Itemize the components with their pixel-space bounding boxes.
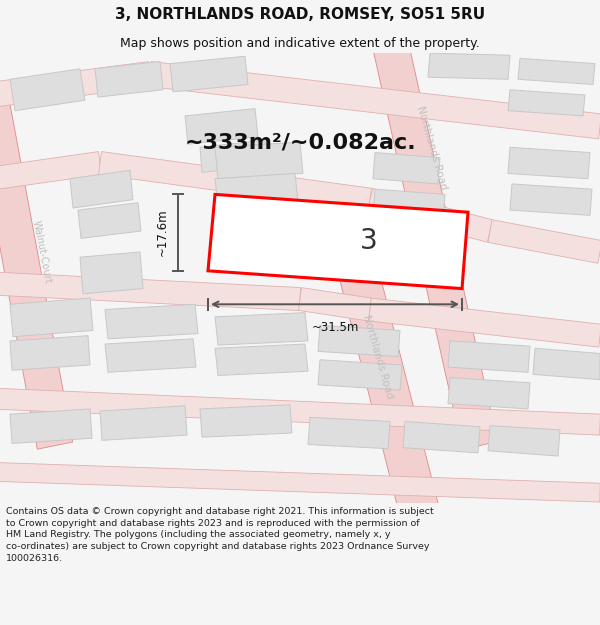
Polygon shape	[0, 152, 101, 190]
Polygon shape	[448, 341, 530, 372]
Polygon shape	[373, 38, 497, 450]
Polygon shape	[185, 109, 258, 144]
Polygon shape	[10, 409, 92, 444]
Polygon shape	[10, 69, 85, 111]
Polygon shape	[533, 348, 600, 379]
Text: Map shows position and indicative extent of the property.: Map shows position and indicative extent…	[120, 37, 480, 50]
Text: Contains OS data © Crown copyright and database right 2021. This information is : Contains OS data © Crown copyright and d…	[6, 507, 434, 563]
Polygon shape	[488, 426, 560, 456]
Polygon shape	[320, 194, 439, 519]
Polygon shape	[373, 189, 445, 221]
Text: Northlands Road: Northlands Road	[415, 104, 449, 191]
Polygon shape	[0, 91, 73, 449]
Polygon shape	[518, 58, 595, 84]
Polygon shape	[100, 406, 187, 441]
Text: Walnut-Court: Walnut-Court	[31, 219, 53, 284]
Polygon shape	[428, 53, 510, 79]
Polygon shape	[510, 184, 592, 216]
Polygon shape	[0, 462, 600, 502]
Polygon shape	[105, 304, 198, 339]
Polygon shape	[78, 202, 141, 238]
Polygon shape	[369, 298, 600, 347]
Polygon shape	[200, 140, 267, 172]
Text: 3: 3	[359, 228, 377, 256]
Text: 3, NORTHLANDS ROAD, ROMSEY, SO51 5RU: 3, NORTHLANDS ROAD, ROMSEY, SO51 5RU	[115, 8, 485, 22]
Polygon shape	[215, 142, 303, 179]
Polygon shape	[105, 339, 196, 372]
Polygon shape	[308, 418, 390, 449]
Polygon shape	[403, 421, 480, 453]
Polygon shape	[170, 56, 248, 92]
Polygon shape	[80, 252, 143, 294]
Text: ~17.6m: ~17.6m	[155, 209, 169, 256]
Polygon shape	[318, 360, 402, 390]
Text: Northlands Road: Northlands Road	[361, 314, 395, 399]
Polygon shape	[149, 62, 600, 139]
Polygon shape	[70, 171, 133, 208]
Polygon shape	[0, 388, 600, 435]
Polygon shape	[0, 62, 151, 107]
Polygon shape	[10, 336, 90, 370]
Polygon shape	[367, 189, 493, 242]
Text: ~31.5m: ~31.5m	[311, 321, 359, 334]
Polygon shape	[200, 405, 292, 437]
Polygon shape	[298, 288, 371, 321]
Polygon shape	[373, 152, 440, 184]
Polygon shape	[508, 148, 590, 179]
Text: ~333m²/~0.082ac.: ~333m²/~0.082ac.	[184, 132, 416, 152]
Polygon shape	[10, 298, 93, 337]
Polygon shape	[0, 272, 301, 311]
Polygon shape	[508, 90, 585, 116]
Polygon shape	[373, 222, 450, 254]
Polygon shape	[448, 378, 530, 409]
Polygon shape	[215, 312, 308, 345]
Polygon shape	[208, 194, 468, 289]
Polygon shape	[95, 61, 163, 97]
Polygon shape	[215, 344, 308, 376]
Polygon shape	[488, 220, 600, 263]
Polygon shape	[215, 174, 298, 207]
Polygon shape	[98, 152, 371, 211]
Polygon shape	[318, 325, 400, 357]
